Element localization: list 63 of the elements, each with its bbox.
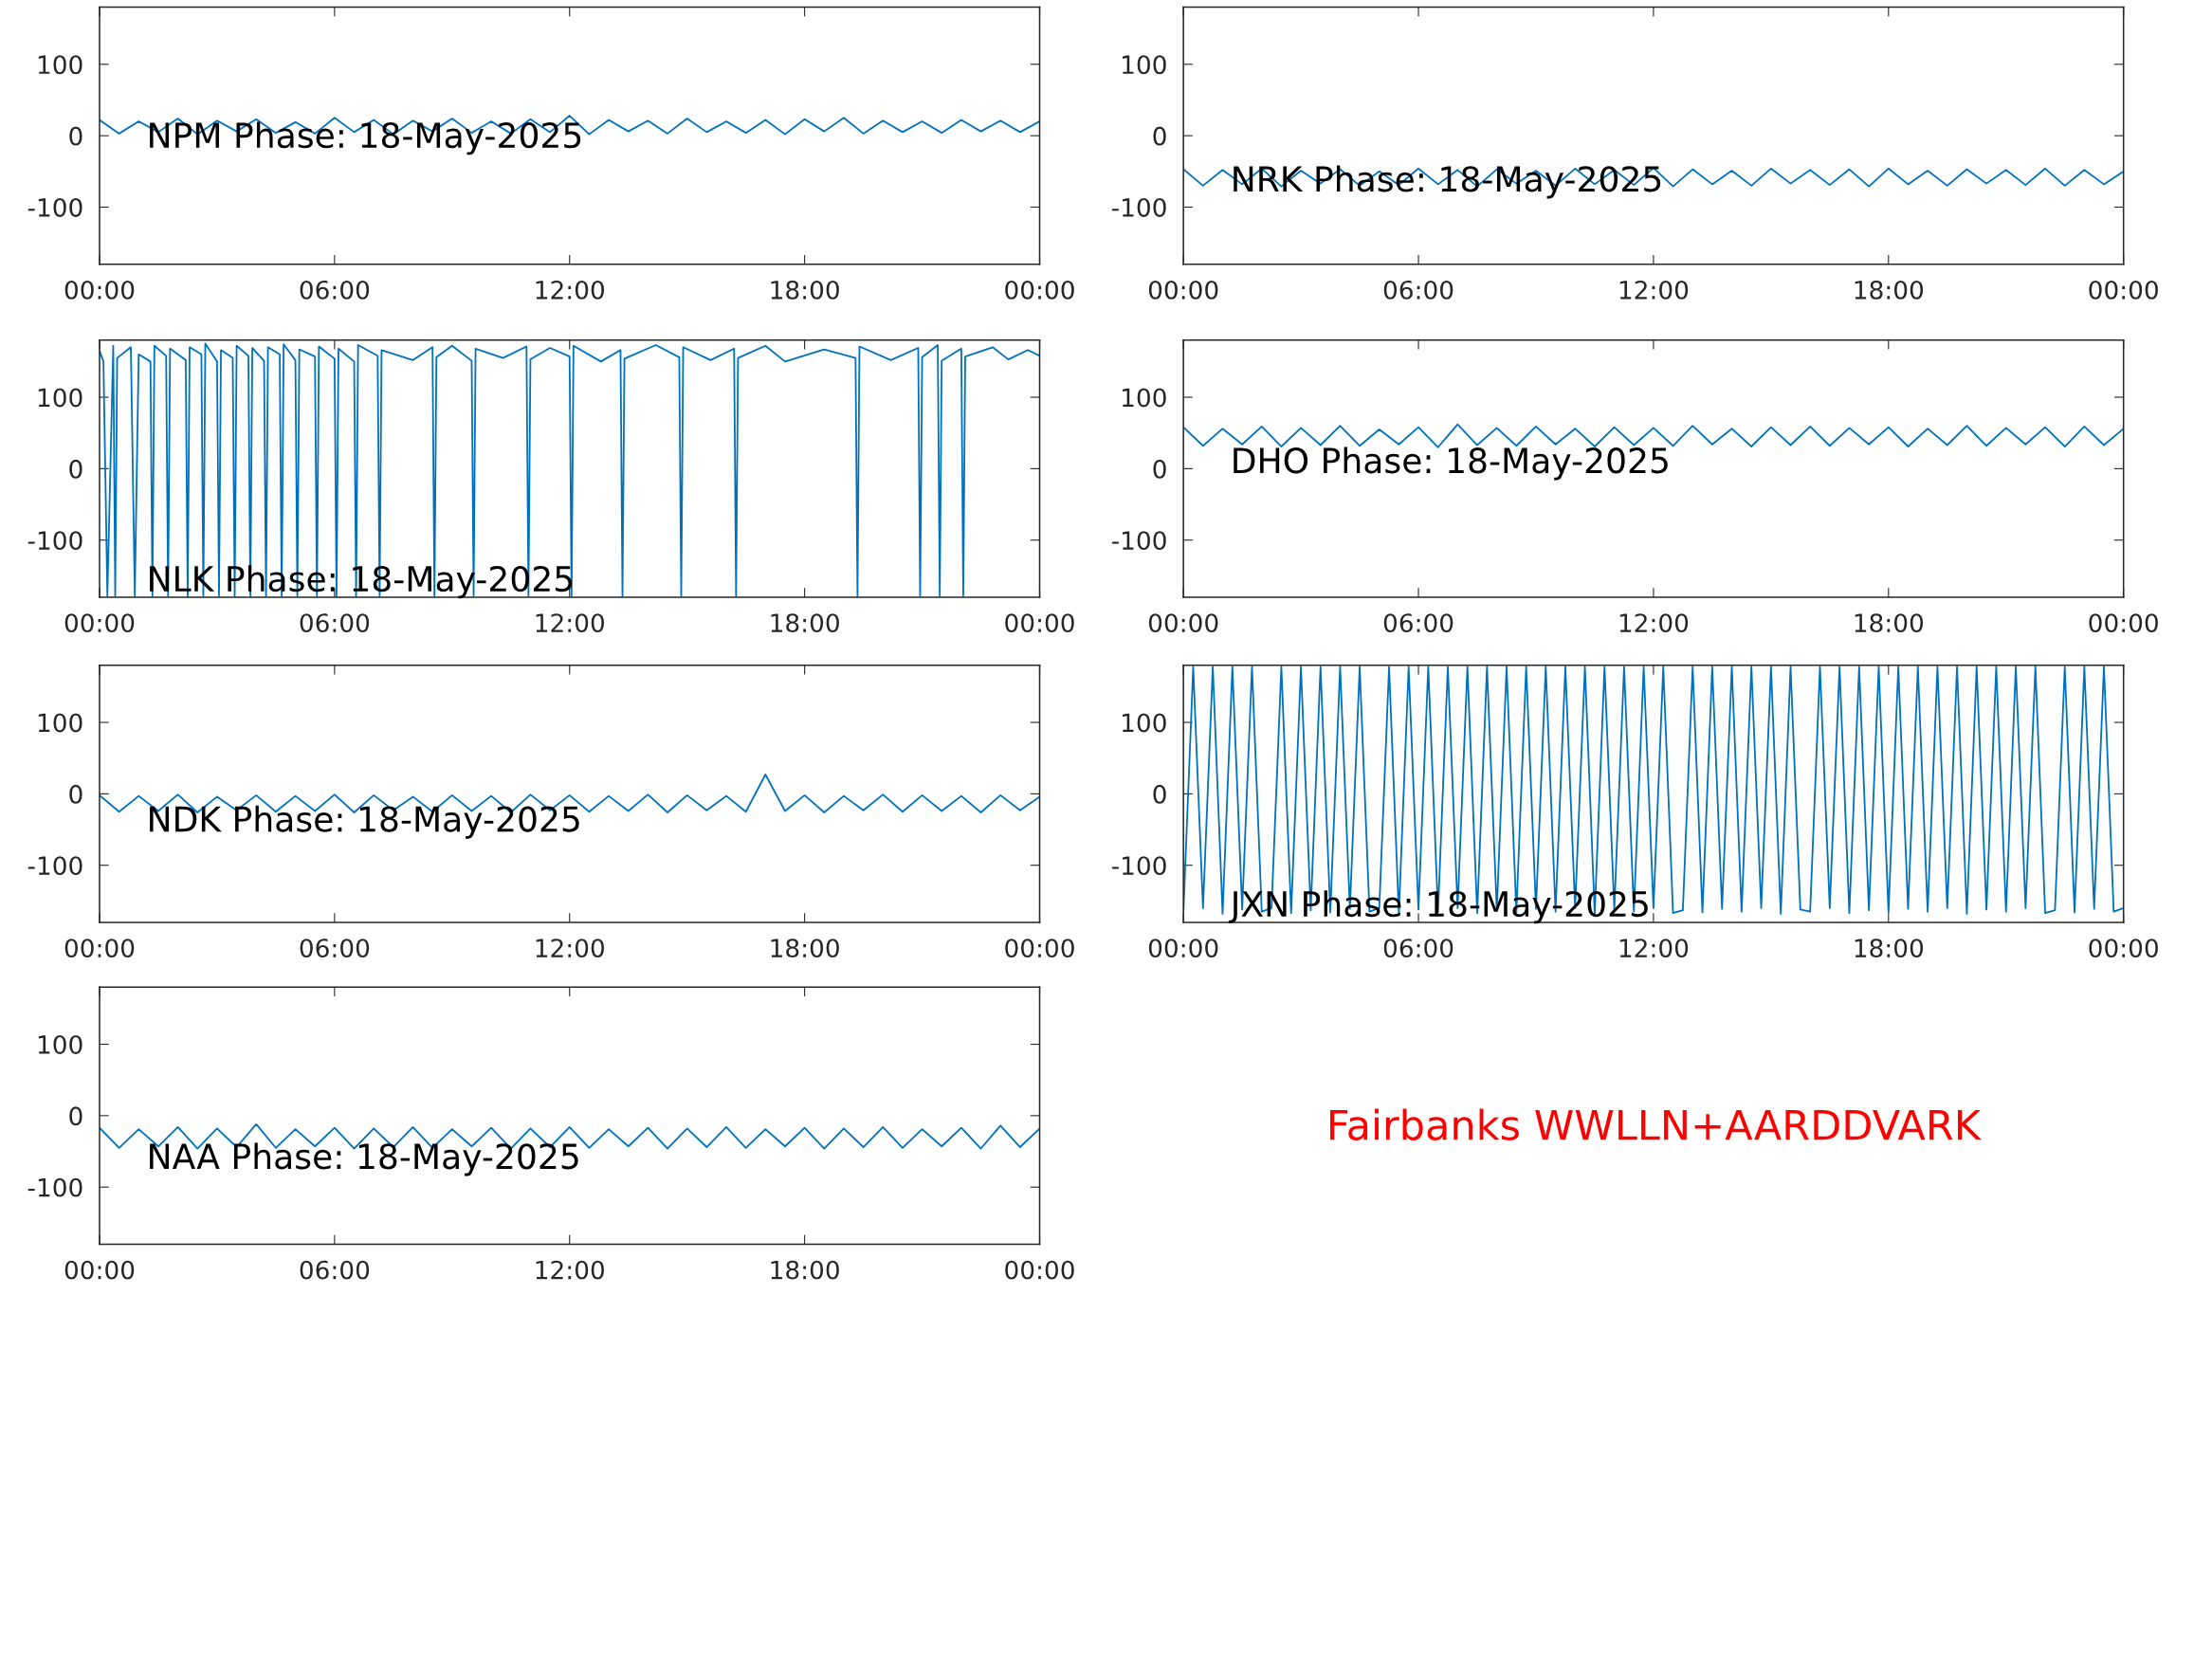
x-tick-label: 12:00 (536, 1260, 605, 1280)
y-tick-label: 0 (69, 126, 82, 146)
y-tick-label: -100 (1111, 531, 1166, 551)
y-tick-label: 100 (1123, 388, 1166, 408)
x-tick-label: 00:00 (1148, 939, 1218, 958)
y-tick-label: -100 (27, 197, 82, 217)
y-tick-label: 0 (69, 459, 82, 479)
y-tick-label: 100 (1123, 55, 1166, 75)
x-tick-label: 00:00 (2089, 280, 2158, 300)
y-tick-label: 100 (38, 388, 82, 408)
x-tick-label: 00:00 (1005, 280, 1074, 300)
y-tick-label: -100 (1111, 856, 1166, 876)
x-tick-label: 00:00 (1005, 1260, 1074, 1280)
y-tick-label: 0 (1153, 784, 1166, 804)
x-tick-label: 18:00 (1855, 939, 1924, 958)
annotation: NPM Phase: 18-May-2025 (150, 121, 581, 155)
x-tick-label: 00:00 (2089, 613, 2158, 633)
x-tick-label: 00:00 (1148, 280, 1218, 300)
x-tick-label: 12:00 (1619, 939, 1689, 958)
x-tick-label: 12:00 (536, 280, 605, 300)
x-tick-label: 06:00 (1383, 613, 1453, 633)
x-tick-label: 06:00 (300, 280, 370, 300)
x-tick-label: 06:00 (300, 1260, 370, 1280)
y-tick-label: 100 (38, 1034, 82, 1054)
x-tick-label: 18:00 (1855, 280, 1924, 300)
x-tick-label: 18:00 (771, 1260, 839, 1280)
y-tick-label: -100 (27, 1177, 82, 1197)
x-tick-label: 00:00 (1148, 613, 1218, 633)
x-tick-label: 18:00 (1855, 613, 1924, 633)
y-tick-label: -100 (1111, 197, 1166, 217)
x-tick-label: 12:00 (1619, 613, 1689, 633)
x-tick-label: 06:00 (1383, 280, 1453, 300)
x-tick-label: 00:00 (64, 613, 135, 633)
x-tick-label: 06:00 (1383, 939, 1453, 958)
x-tick-label: 00:00 (1005, 939, 1074, 958)
y-tick-label: 100 (38, 713, 82, 733)
y-tick-label: 100 (1123, 713, 1166, 733)
x-tick-label: 00:00 (2089, 939, 2158, 958)
x-tick-label: 00:00 (64, 280, 135, 300)
x-tick-label: 12:00 (536, 939, 605, 958)
x-tick-label: 06:00 (300, 939, 370, 958)
y-tick-label: -100 (27, 856, 82, 876)
annotation: NDK Phase: 18-May-2025 (150, 805, 579, 839)
annotation: DHO Phase: 18-May-2025 (1234, 447, 1668, 481)
x-tick-label: 00:00 (1005, 613, 1074, 633)
x-tick-label: 18:00 (771, 613, 839, 633)
x-tick-label: 12:00 (1619, 280, 1689, 300)
y-tick-label: -100 (27, 531, 82, 551)
y-tick-label: 0 (69, 1106, 82, 1126)
y-tick-label: 0 (69, 784, 82, 804)
text: Fairbanks WWLLN+AARDDVARK (1330, 1108, 1982, 1140)
x-tick-label: 00:00 (64, 939, 135, 958)
y-tick-label: 0 (1153, 126, 1166, 146)
x-tick-label: 06:00 (300, 613, 370, 633)
y-tick-label: 0 (1153, 459, 1166, 479)
annotation: NAA Phase: 18-May-2025 (150, 1142, 578, 1176)
x-tick-label: 00:00 (64, 1260, 135, 1280)
x-tick-label: 18:00 (771, 939, 839, 958)
line-series (1183, 423, 2124, 448)
y-tick-label: 100 (38, 55, 82, 75)
x-tick-label: 12:00 (536, 613, 605, 633)
line-series (99, 342, 1040, 597)
x-tick-label: 18:00 (771, 280, 839, 300)
